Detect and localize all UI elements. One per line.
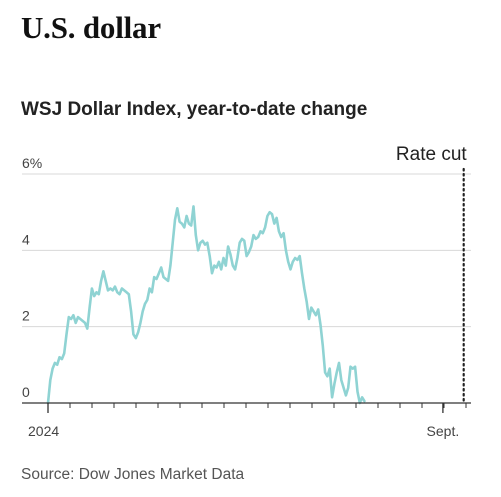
grid-lines: 0 2 4 6% [22,155,471,400]
source-note: Source: Dow Jones Market Data [21,466,245,483]
y-tick-label: 2 [22,308,30,324]
x-tick-label: Sept. [427,423,460,439]
headline: U.S. dollar [21,10,161,45]
y-tick-label: 4 [22,231,30,247]
line-chart: 0 2 4 6% 2024 Sept. Rate cut [22,144,471,439]
series-layer [46,205,366,405]
annotation-layer: Rate cut [396,144,467,405]
y-tick-label: 6% [22,155,42,171]
x-tick-label: 2024 [28,423,59,439]
y-tick-label: 0 [22,384,30,400]
rate-cut-label: Rate cut [396,144,467,165]
chart-title: WSJ Dollar Index, year-to-date change [21,99,368,120]
x-axis: 2024 Sept. [22,402,471,439]
series-line [46,205,366,405]
